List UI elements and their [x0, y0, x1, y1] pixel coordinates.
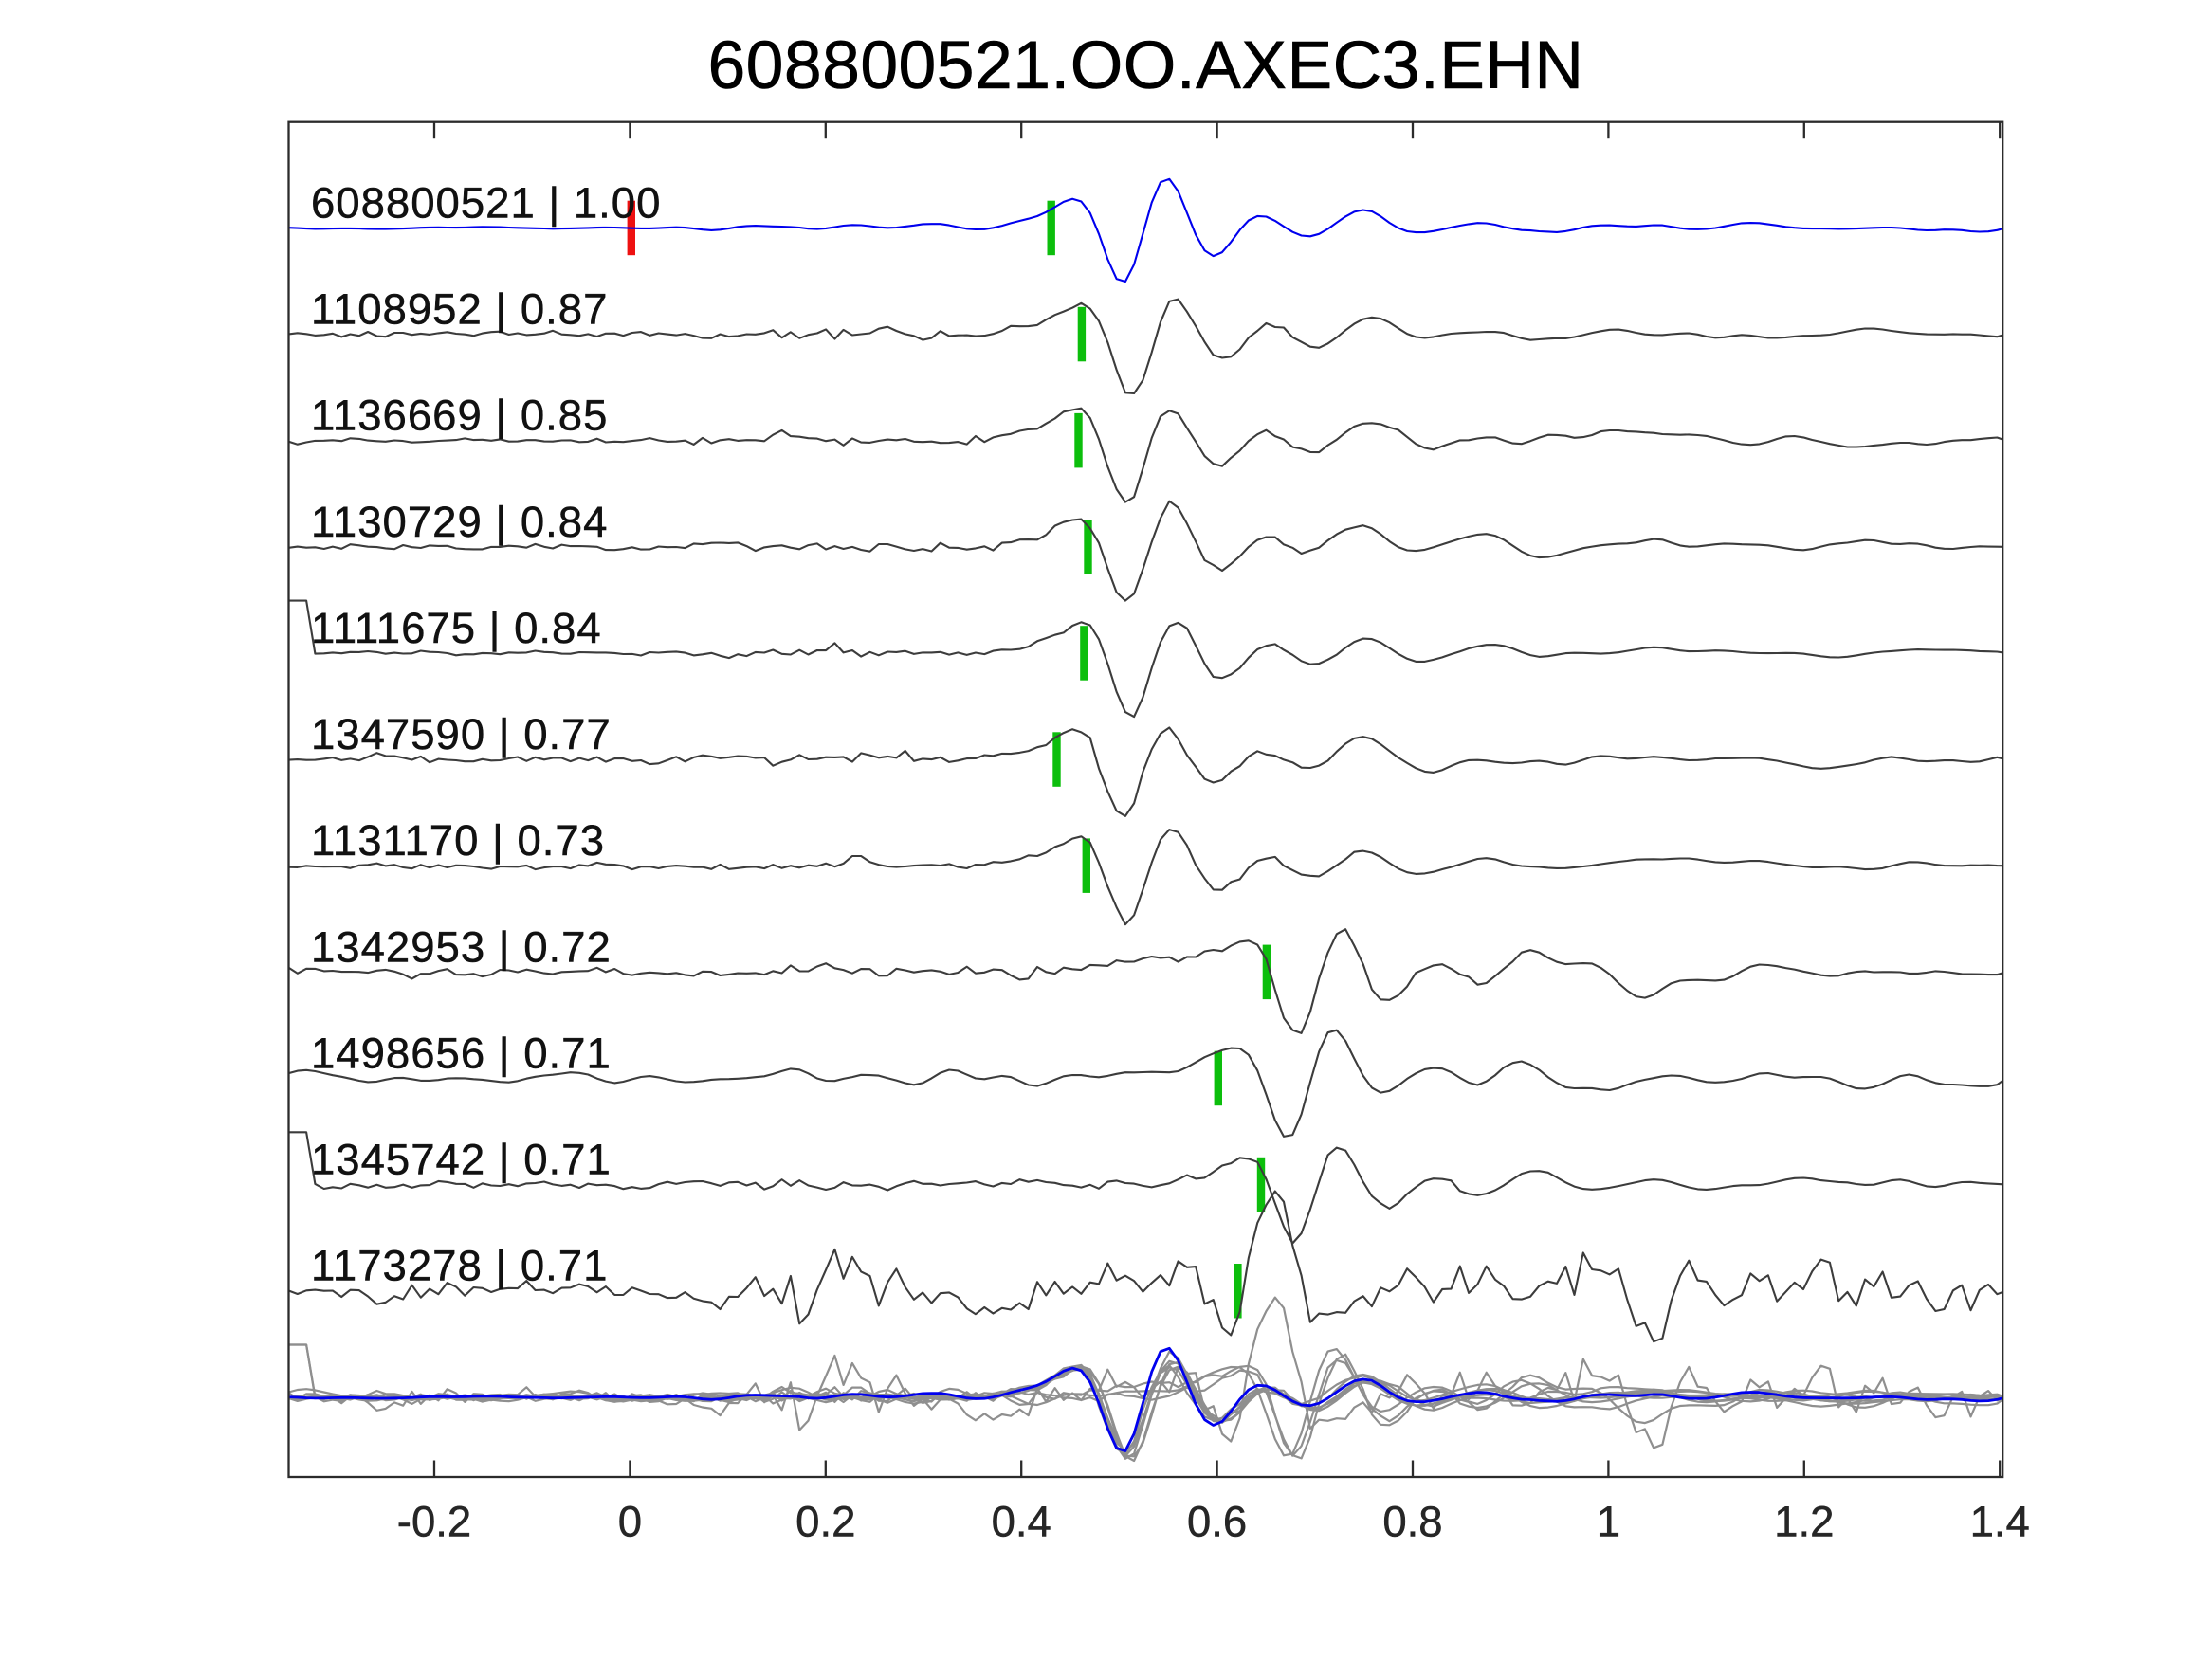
svg-text:1131170 | 0.73: 1131170 | 0.73 [311, 816, 605, 865]
svg-text:1.2: 1.2 [1774, 1498, 1834, 1546]
svg-text:1130729 | 0.84: 1130729 | 0.84 [311, 498, 608, 546]
svg-text:1.4: 1.4 [1970, 1498, 2030, 1546]
svg-text:1108952 | 0.87: 1108952 | 0.87 [311, 285, 608, 334]
svg-text:0.8: 0.8 [1382, 1498, 1442, 1546]
svg-text:608800521 | 1.00: 608800521 | 1.00 [311, 178, 661, 227]
svg-text:1347590 | 0.77: 1347590 | 0.77 [311, 710, 612, 758]
svg-text:1342953 | 0.72: 1342953 | 0.72 [311, 922, 612, 971]
svg-text:1111675 | 0.84: 1111675 | 0.84 [311, 604, 602, 652]
svg-text:0: 0 [618, 1498, 642, 1546]
svg-text:1173278 | 0.71: 1173278 | 0.71 [311, 1242, 608, 1290]
svg-text:1136669 | 0.85: 1136669 | 0.85 [311, 392, 608, 440]
svg-text:0.6: 0.6 [1187, 1498, 1247, 1546]
svg-text:0.2: 0.2 [795, 1498, 855, 1546]
svg-text:608800521.OO.AXEC3.EHN: 608800521.OO.AXEC3.EHN [707, 27, 1583, 103]
svg-text:1498656 | 0.71: 1498656 | 0.71 [311, 1029, 612, 1077]
svg-text:0.4: 0.4 [992, 1498, 1051, 1546]
svg-text:1345742 | 0.71: 1345742 | 0.71 [311, 1136, 612, 1184]
svg-text:-0.2: -0.2 [397, 1498, 471, 1546]
svg-text:1: 1 [1597, 1498, 1620, 1546]
